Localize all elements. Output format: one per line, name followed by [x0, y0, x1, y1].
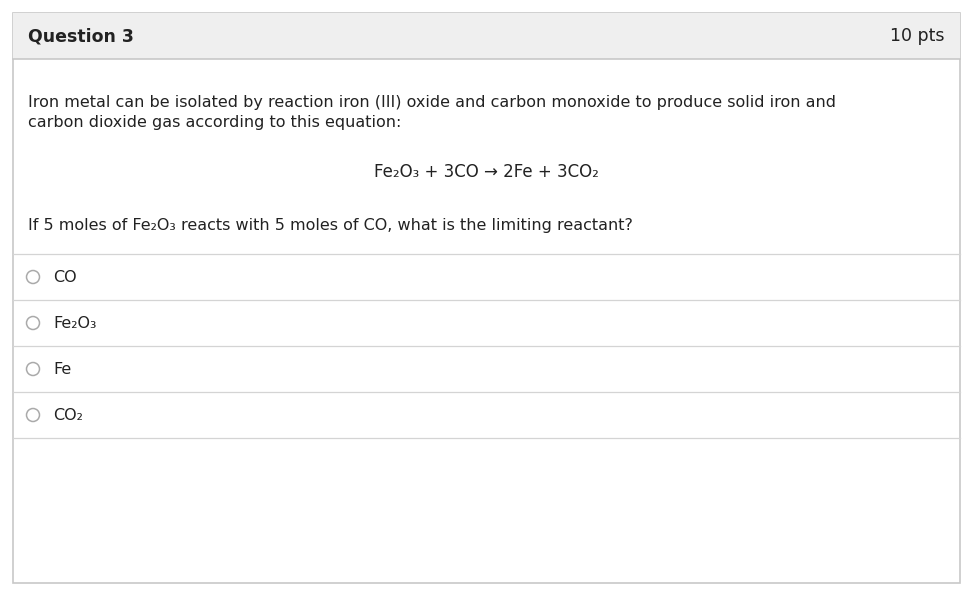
- Text: If 5 moles of Fe₂O₃ reacts with 5 moles of CO, what is the limiting reactant?: If 5 moles of Fe₂O₃ reacts with 5 moles …: [28, 218, 632, 233]
- Text: Question 3: Question 3: [28, 27, 134, 45]
- Text: Fe₂O₃: Fe₂O₃: [53, 315, 96, 331]
- Text: CO₂: CO₂: [53, 408, 83, 423]
- Circle shape: [26, 362, 40, 375]
- FancyBboxPatch shape: [13, 13, 960, 583]
- Text: Fe: Fe: [53, 362, 71, 377]
- Text: 10 pts: 10 pts: [890, 27, 945, 45]
- Text: Fe₂O₃ + 3CO → 2Fe + 3CO₂: Fe₂O₃ + 3CO → 2Fe + 3CO₂: [374, 163, 599, 181]
- Text: Iron metal can be isolated by reaction iron (III) oxide and carbon monoxide to p: Iron metal can be isolated by reaction i…: [28, 95, 836, 110]
- Circle shape: [26, 316, 40, 330]
- Circle shape: [26, 271, 40, 284]
- Circle shape: [26, 408, 40, 421]
- FancyBboxPatch shape: [13, 13, 960, 59]
- Text: CO: CO: [53, 269, 77, 284]
- Text: carbon dioxide gas according to this equation:: carbon dioxide gas according to this equ…: [28, 115, 402, 130]
